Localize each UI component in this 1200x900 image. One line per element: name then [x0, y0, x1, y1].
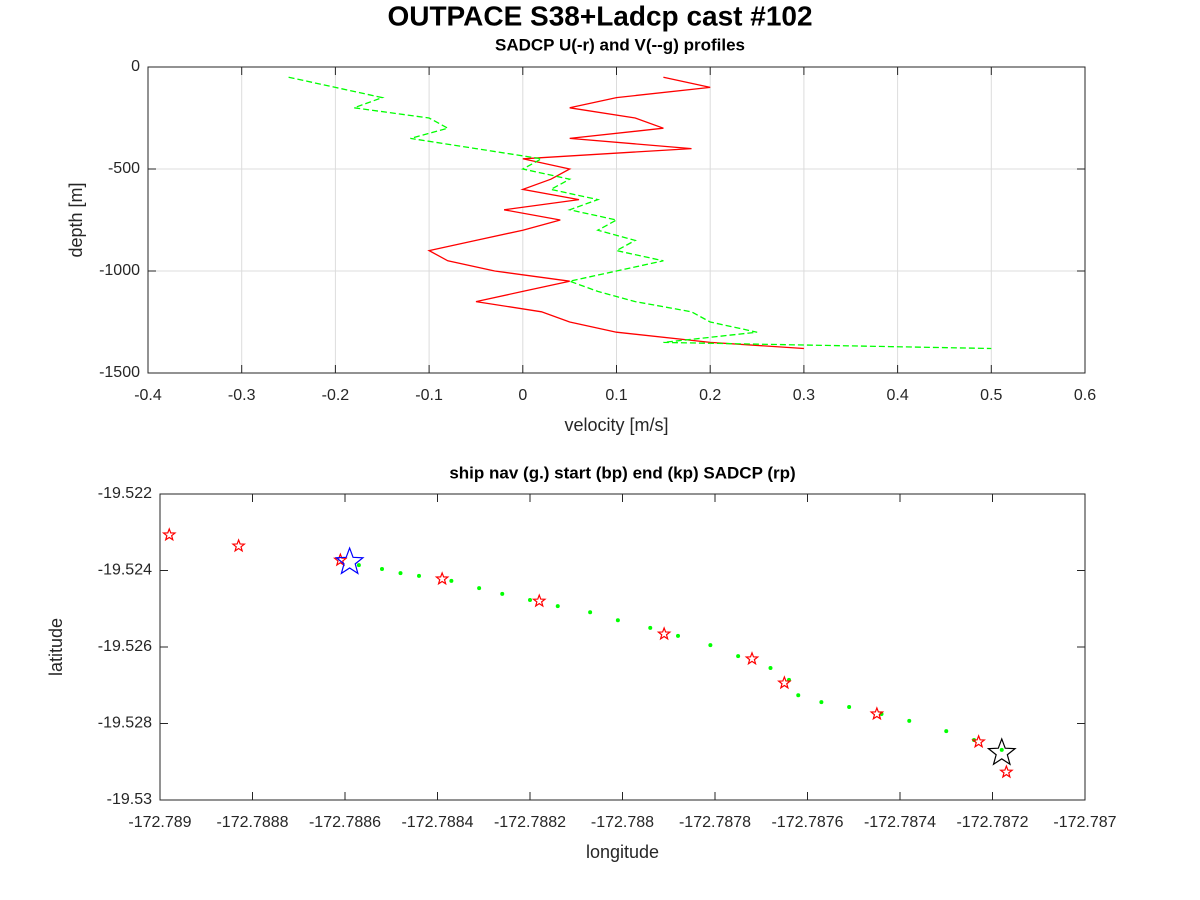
x-tick-label: -172.7876 — [771, 814, 843, 831]
nav-point — [477, 586, 482, 591]
x-tick-label: -0.1 — [415, 387, 443, 404]
nav-point — [398, 571, 403, 576]
nav-point — [796, 693, 801, 698]
plot-area — [160, 494, 1085, 800]
y-tick-label: -500 — [108, 160, 140, 177]
nav-point — [879, 711, 884, 716]
star-marker — [986, 737, 1017, 766]
x-tick-label: 0 — [518, 387, 527, 404]
nav-point — [847, 705, 852, 710]
star-marker — [161, 527, 177, 542]
star-marker — [869, 706, 885, 721]
nav-point — [449, 578, 454, 583]
nav-point — [676, 633, 680, 638]
x-tick-label: 0.1 — [605, 387, 627, 404]
y-tick-label: -1500 — [99, 364, 140, 381]
y-tick-label: 0 — [131, 58, 140, 75]
star-marker — [777, 675, 792, 690]
y-tick-label: -1000 — [99, 262, 140, 279]
x-tick-label: 0.6 — [1074, 387, 1096, 404]
nav-point — [708, 643, 713, 648]
axes-box — [159, 493, 1086, 801]
x-tick-label: -172.7886 — [309, 814, 381, 831]
star-marker — [971, 734, 986, 749]
y-tick-label: -19.53 — [107, 791, 152, 808]
nav-point — [356, 563, 361, 568]
nav-point — [907, 718, 912, 723]
x-tick-label: -172.7882 — [494, 814, 566, 831]
y-tick-label: -19.524 — [98, 562, 152, 579]
nav-point — [380, 566, 384, 571]
x-tick-label: -0.4 — [134, 387, 162, 404]
y-axis-label: latitude — [46, 618, 66, 676]
nav-point — [417, 573, 421, 578]
star-marker — [999, 764, 1014, 779]
chart-subtitle: SADCP U(-r) and V(--g) profiles — [495, 35, 745, 54]
nav-point — [648, 625, 653, 630]
profile-line — [288, 76, 992, 350]
x-tick-label: 0.2 — [699, 387, 721, 404]
nav-point — [768, 666, 773, 671]
x-tick-label: -172.788 — [591, 814, 654, 831]
nav-point — [819, 700, 824, 705]
x-tick-label: -172.7872 — [956, 814, 1028, 831]
y-tick-label: -19.528 — [98, 715, 152, 732]
star-marker — [434, 571, 450, 586]
nav-point — [736, 654, 741, 659]
star-marker — [656, 626, 672, 641]
x-tick-label: -172.789 — [128, 814, 191, 831]
chart-title: ship nav (g.) start (bp) end (kp) SADCP … — [449, 463, 795, 482]
axes-box — [147, 66, 1086, 374]
x-axis-label: velocity [m/s] — [564, 415, 668, 435]
x-tick-label: -172.787 — [1053, 814, 1116, 831]
y-tick-label: -19.522 — [98, 485, 152, 502]
x-tick-label: -0.2 — [322, 387, 350, 404]
nav-point — [500, 591, 505, 596]
x-tick-label: -172.7878 — [679, 814, 751, 831]
x-tick-label: -0.3 — [228, 387, 256, 404]
x-tick-label: -172.7874 — [864, 814, 936, 831]
star-marker — [231, 538, 246, 553]
chart-title: OUTPACE S38+Ladcp cast #102 — [387, 0, 812, 31]
y-axis-label: depth [m] — [66, 182, 86, 257]
nav-point — [615, 618, 620, 623]
nav-point — [588, 610, 593, 615]
star-marker — [334, 546, 365, 575]
star-marker — [744, 651, 760, 666]
x-tick-label: 0.4 — [886, 387, 908, 404]
x-tick-label: -172.7884 — [401, 814, 473, 831]
x-tick-label: -172.7888 — [216, 814, 288, 831]
nav-point — [999, 747, 1004, 752]
x-tick-label: 0.3 — [793, 387, 815, 404]
y-tick-label: -19.526 — [98, 638, 152, 655]
x-axis-label: longitude — [586, 842, 659, 862]
profile-line — [427, 76, 804, 350]
x-tick-label: 0.5 — [980, 387, 1002, 404]
star-marker — [531, 593, 547, 608]
nav-point — [555, 604, 560, 609]
nav-point — [944, 729, 949, 734]
nav-point — [528, 597, 532, 602]
